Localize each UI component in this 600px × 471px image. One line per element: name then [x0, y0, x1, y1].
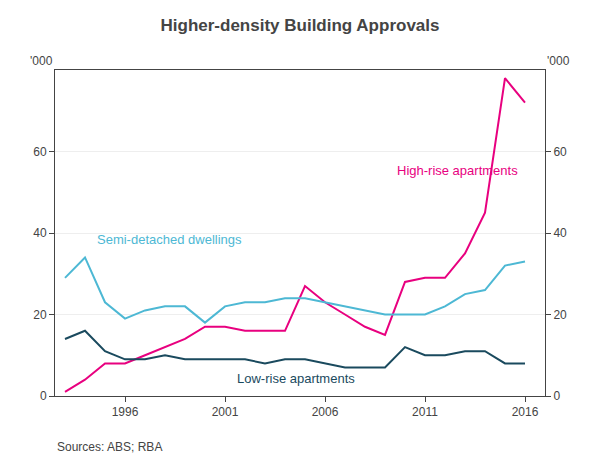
svg-text:20: 20: [553, 308, 567, 322]
svg-text:40: 40: [33, 226, 47, 240]
svg-text:Higher-density Building Approv: Higher-density Building Approvals: [161, 16, 440, 35]
svg-text:60: 60: [553, 145, 567, 159]
svg-text:High-rise apartments: High-rise apartments: [397, 163, 518, 178]
svg-text:60: 60: [33, 145, 47, 159]
svg-text:0: 0: [40, 389, 47, 403]
svg-text:20: 20: [33, 308, 47, 322]
svg-text:'000: '000: [547, 54, 570, 68]
svg-text:2006: 2006: [312, 405, 339, 419]
svg-text:40: 40: [553, 226, 567, 240]
svg-text:0: 0: [553, 389, 560, 403]
svg-text:Sources: ABS; RBA: Sources: ABS; RBA: [57, 440, 162, 454]
svg-text:2001: 2001: [212, 405, 239, 419]
svg-text:2016: 2016: [512, 405, 539, 419]
svg-text:1996: 1996: [112, 405, 139, 419]
svg-text:Low-rise apartments: Low-rise apartments: [237, 371, 355, 386]
svg-text:Semi-detached dwellings: Semi-detached dwellings: [97, 232, 242, 247]
svg-text:'000: '000: [30, 54, 53, 68]
svg-text:2011: 2011: [412, 405, 438, 419]
